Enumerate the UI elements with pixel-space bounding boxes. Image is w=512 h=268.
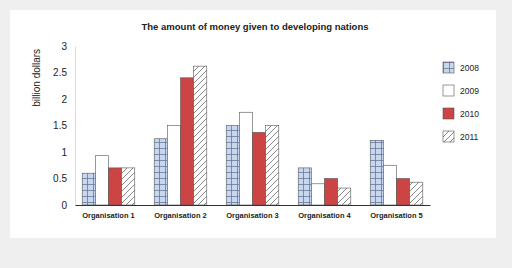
x-tick-label: Organisation 4: [298, 211, 351, 220]
bar: [397, 179, 410, 206]
legend-label: 2010: [460, 109, 479, 119]
x-tick: Organisation 5: [370, 205, 423, 220]
legend-swatch: [443, 62, 454, 73]
legend: 2008 2009 2010 2011: [443, 62, 479, 142]
x-tick: Organisation 3: [226, 205, 279, 220]
y-tick: 3: [61, 41, 75, 52]
y-axis: 0 0.5 1 1.5 2 2.5 3: [53, 41, 75, 211]
y-tick: 0.5: [53, 173, 75, 184]
x-tick-label: Organisation 2: [154, 211, 207, 220]
legend-label: 2011: [460, 132, 479, 142]
y-tick: 0: [61, 200, 75, 211]
bar: [266, 126, 279, 206]
legend-item: 2010: [443, 108, 479, 119]
bar: [154, 139, 167, 205]
plot: 00.511.522.53Organisation 1Organisation …: [53, 41, 430, 221]
x-axis: Organisation 1 Organisation 2 Organisation…: [76, 205, 431, 220]
x-tick: Organisation 2: [154, 205, 207, 220]
legend-swatch: [443, 85, 454, 96]
bar: [82, 173, 95, 205]
x-tick: Organisation 1: [82, 205, 135, 220]
y-tick-label: 0.5: [53, 173, 67, 184]
bar: [298, 168, 311, 205]
bar: [167, 126, 180, 206]
legend-swatch: [443, 131, 454, 142]
bars: [82, 66, 423, 205]
legend-item: 2011: [443, 131, 479, 142]
x-axis-line: [76, 205, 431, 206]
bar: [194, 66, 207, 205]
bar: [325, 179, 338, 206]
x-tick-label: Organisation 1: [82, 211, 135, 220]
bar: [253, 132, 266, 205]
title: The amount of money given to developing …: [142, 21, 369, 32]
x-tick-label: Organisation 5: [370, 211, 423, 220]
y-tick-label: 2: [61, 94, 67, 105]
bar: [108, 168, 121, 205]
x-tick-label: Organisation 3: [226, 211, 279, 220]
bar: [180, 78, 193, 205]
y-tick-label: 3: [61, 41, 67, 52]
x-tick: Organisation 4: [298, 205, 351, 220]
y-tick: 1.5: [53, 120, 75, 131]
y-tick: 2: [61, 94, 75, 105]
bar: [338, 188, 351, 205]
bar: [370, 140, 383, 205]
y-tick-label: 1: [61, 147, 67, 158]
legend-item: 2009: [443, 85, 479, 96]
bar: [122, 168, 135, 205]
y-tick-label: 2.5: [53, 67, 67, 78]
bar: [226, 126, 239, 206]
legend-item: 2008: [443, 62, 479, 73]
y-axis-line: [75, 47, 76, 206]
bar: [95, 156, 108, 205]
bar: [311, 184, 324, 205]
y-axis-title: billion dollars: [31, 49, 42, 107]
y-tick: 1: [61, 147, 75, 158]
legend-label: 2008: [460, 63, 479, 73]
y-tick-label: 1.5: [53, 120, 67, 131]
y-tick-label: 0: [61, 200, 67, 211]
card-background: [10, 10, 496, 238]
bar: [239, 112, 252, 205]
bar: [410, 182, 423, 205]
bar: [383, 165, 396, 205]
legend-label: 2009: [460, 86, 479, 96]
legend-swatch: [443, 108, 454, 119]
y-tick: 2.5: [53, 67, 75, 78]
chart: 00.511.522.53Organisation 1Organisation …: [0, 0, 512, 268]
